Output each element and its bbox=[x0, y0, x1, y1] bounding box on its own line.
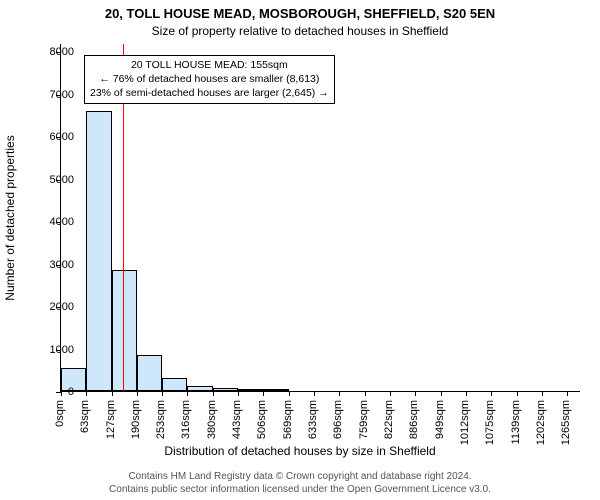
annotation-line2: ← 76% of detached houses are smaller (8,… bbox=[90, 72, 329, 86]
x-tick bbox=[162, 391, 163, 396]
x-tick bbox=[86, 391, 87, 396]
x-tick bbox=[365, 391, 366, 396]
chart-title-main: 20, TOLL HOUSE MEAD, MOSBOROUGH, SHEFFIE… bbox=[0, 6, 600, 21]
x-tick bbox=[390, 391, 391, 396]
histogram-bar bbox=[213, 388, 238, 391]
x-tick-label: 506sqm bbox=[256, 400, 268, 439]
histogram-bar bbox=[162, 378, 187, 391]
footer-attribution: Contains HM Land Registry data © Crown c… bbox=[0, 471, 600, 496]
x-tick bbox=[213, 391, 214, 396]
x-tick-label: 316sqm bbox=[180, 400, 192, 439]
property-size-chart: 20, TOLL HOUSE MEAD, MOSBOROUGH, SHEFFIE… bbox=[0, 0, 600, 500]
x-tick-label: 63sqm bbox=[79, 400, 91, 433]
histogram-bar bbox=[187, 386, 213, 391]
y-tick-label: 3000 bbox=[34, 259, 74, 271]
y-tick-label: 2000 bbox=[34, 301, 74, 313]
x-axis-label: Distribution of detached houses by size … bbox=[0, 444, 600, 458]
x-tick bbox=[263, 391, 264, 396]
x-tick-label: 949sqm bbox=[434, 400, 446, 439]
x-tick-label: 1202sqm bbox=[535, 400, 547, 445]
y-tick-label: 5000 bbox=[34, 174, 74, 186]
x-tick-label: 822sqm bbox=[383, 400, 395, 439]
x-tick bbox=[542, 391, 543, 396]
x-tick bbox=[415, 391, 416, 396]
y-tick-label: 6000 bbox=[34, 131, 74, 143]
footer-line1: Contains HM Land Registry data © Crown c… bbox=[0, 471, 600, 484]
histogram-bar bbox=[112, 270, 137, 391]
x-tick-label: 380sqm bbox=[206, 400, 218, 439]
annotation-line1: 20 TOLL HOUSE MEAD: 155sqm bbox=[90, 58, 329, 72]
x-tick-label: 1012sqm bbox=[459, 400, 471, 445]
x-tick bbox=[567, 391, 568, 396]
x-tick-label: 759sqm bbox=[358, 400, 370, 439]
x-tick bbox=[517, 391, 518, 396]
histogram-bar bbox=[137, 355, 162, 391]
x-tick-label: 190sqm bbox=[130, 400, 142, 439]
x-tick-label: 1139sqm bbox=[510, 400, 522, 444]
y-axis-label: Number of detached properties bbox=[3, 135, 17, 300]
x-tick-label: 443sqm bbox=[231, 400, 243, 439]
histogram-bar bbox=[86, 111, 112, 391]
y-tick-label: 0 bbox=[34, 386, 74, 398]
annotation-line3: 23% of semi-detached houses are larger (… bbox=[90, 86, 329, 100]
x-tick-label: 0sqm bbox=[54, 400, 66, 427]
x-tick-label: 253sqm bbox=[155, 400, 167, 439]
y-tick-label: 7000 bbox=[34, 89, 74, 101]
footer-line2: Contains public sector information licen… bbox=[0, 484, 600, 497]
x-tick bbox=[137, 391, 138, 396]
x-tick bbox=[314, 391, 315, 396]
x-tick-label: 569sqm bbox=[282, 400, 294, 439]
x-tick-label: 886sqm bbox=[408, 400, 420, 439]
x-tick bbox=[466, 391, 467, 396]
x-tick-label: 1265sqm bbox=[560, 400, 572, 445]
marker-annotation: 20 TOLL HOUSE MEAD: 155sqm ← 76% of deta… bbox=[84, 55, 335, 104]
x-tick bbox=[441, 391, 442, 396]
histogram-bar bbox=[263, 389, 288, 391]
x-tick-label: 1075sqm bbox=[484, 400, 496, 445]
x-tick bbox=[238, 391, 239, 396]
x-tick bbox=[491, 391, 492, 396]
x-tick-label: 127sqm bbox=[105, 400, 117, 439]
y-tick-label: 4000 bbox=[34, 216, 74, 228]
x-tick-label: 696sqm bbox=[332, 400, 344, 439]
y-tick-label: 8000 bbox=[34, 46, 74, 58]
x-tick bbox=[187, 391, 188, 396]
chart-title-sub: Size of property relative to detached ho… bbox=[0, 24, 600, 38]
y-tick-label: 1000 bbox=[34, 344, 74, 356]
x-tick bbox=[112, 391, 113, 396]
x-tick-label: 633sqm bbox=[307, 400, 319, 439]
histogram-bar bbox=[238, 389, 263, 391]
x-tick bbox=[339, 391, 340, 396]
x-tick bbox=[289, 391, 290, 396]
